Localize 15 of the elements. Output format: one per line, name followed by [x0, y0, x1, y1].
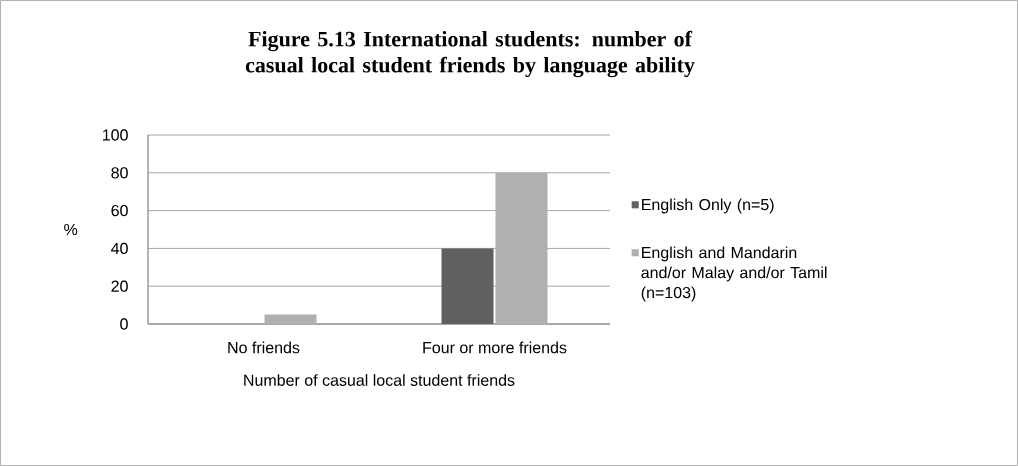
- bar: [441, 248, 494, 324]
- y-tick-label: 0: [120, 318, 128, 330]
- y-axis-title: %: [64, 223, 78, 236]
- legend-label: English Only (n=5): [642, 198, 774, 214]
- legend-label: English and Mandarin and/or Malay and/or Tamil (n=103): [641, 246, 827, 302]
- x-tick-label: Four or more friends: [423, 341, 567, 354]
- bar: [264, 314, 317, 324]
- y-tick-label: 40: [111, 242, 128, 255]
- chart-title: Figure 5.13 International students: number of casual local student friends by language ability: [245, 30, 695, 78]
- y-tick-label: 100: [102, 129, 128, 141]
- y-tick-label: 20: [111, 280, 128, 292]
- y-tick-label: 60: [111, 204, 128, 217]
- x-tick-label: No friends: [228, 341, 300, 354]
- y-tick-label: 80: [111, 167, 128, 179]
- x-axis-title: Number of casual local student friends: [244, 374, 515, 386]
